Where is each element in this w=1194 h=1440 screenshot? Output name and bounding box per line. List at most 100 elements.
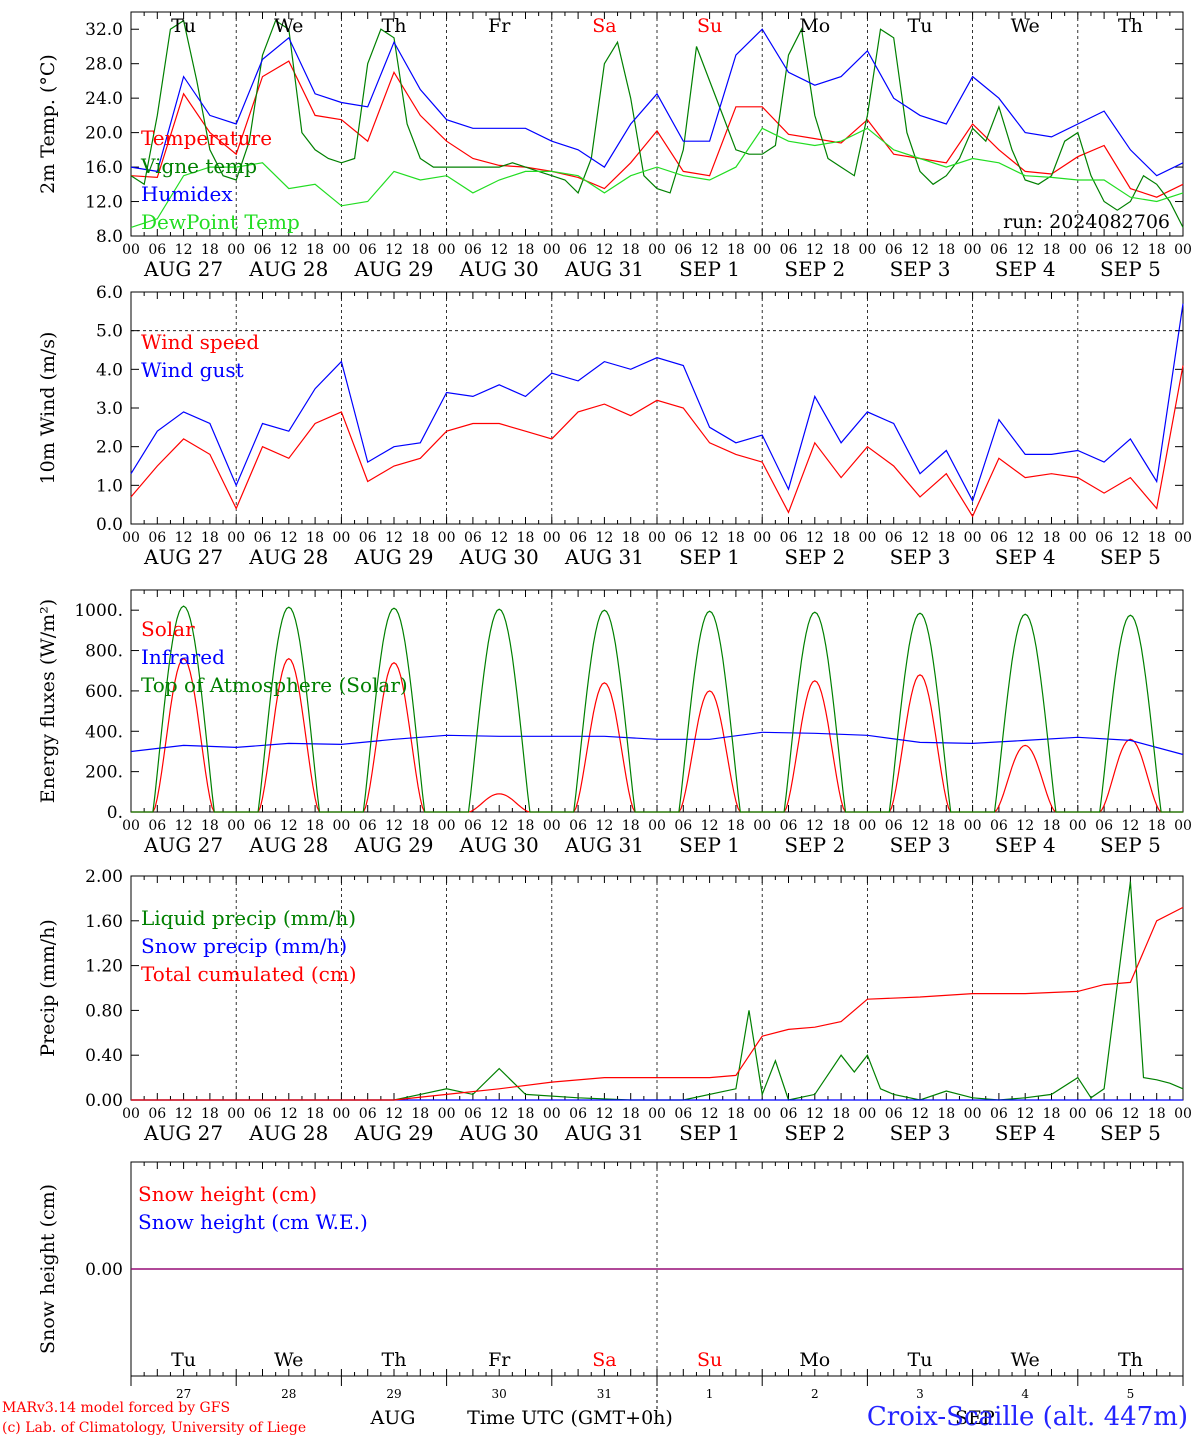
hour-label: 18 [411, 242, 429, 258]
y-tick-label: 5.0 [96, 322, 123, 342]
hour-label: 06 [359, 242, 377, 258]
y-tick-label: 16.0 [85, 158, 123, 178]
hour-label: 12 [280, 1106, 298, 1122]
month-label: AUG [370, 1407, 416, 1429]
hour-label: 18 [1043, 1106, 1061, 1122]
date-label: SEP 1 [679, 545, 740, 569]
legend-entry: Solar [141, 617, 195, 641]
hour-label: 18 [306, 242, 324, 258]
date-label: AUG 31 [564, 833, 644, 857]
panel-wind [130, 291, 1184, 525]
hour-label: 18 [1148, 530, 1166, 546]
hour-label: 06 [674, 242, 692, 258]
hour-label: 12 [595, 1106, 613, 1122]
date-label: AUG 28 [248, 257, 328, 281]
hour-label: 12 [385, 242, 403, 258]
day-number: 4 [1021, 1387, 1029, 1401]
y-axis-label: 2m Temp. (°C) [37, 54, 59, 194]
date-label: AUG 29 [353, 545, 433, 569]
day-number: 3 [916, 1387, 924, 1401]
hour-label: 00 [227, 242, 245, 258]
hour-label: 06 [569, 242, 587, 258]
hour-label: 18 [727, 818, 745, 834]
hour-label: 12 [1121, 1106, 1139, 1122]
plot-frame [130, 11, 1184, 237]
date-label: AUG 30 [459, 833, 539, 857]
weekday-label: We [274, 1349, 303, 1371]
legend-entry: Snow height (cm) [138, 1182, 317, 1206]
day-number: 1 [706, 1387, 714, 1401]
series-line-total-cumulated-cm- [131, 906, 1184, 1101]
panel-snow [130, 1161, 1184, 1412]
date-label: AUG 29 [353, 833, 433, 857]
y-tick-label: 1.60 [85, 912, 123, 932]
hour-label: 06 [254, 530, 272, 546]
hour-label: 12 [806, 1106, 824, 1122]
hour-label: 18 [411, 1106, 429, 1122]
hour-label: 06 [885, 530, 903, 546]
series-line-wind-gust [130, 303, 1184, 503]
hour-label: 18 [411, 530, 429, 546]
hour-label: 12 [490, 1106, 508, 1122]
weekday-label: Th [1118, 15, 1143, 37]
hour-label: 12 [1016, 530, 1034, 546]
legend-entry: Vigne temp [140, 154, 257, 178]
date-label: SEP 2 [784, 545, 845, 569]
hour-label: 00 [648, 818, 666, 834]
hour-label: 06 [990, 530, 1008, 546]
hour-label: 06 [148, 1106, 166, 1122]
hour-label: 00 [1069, 242, 1087, 258]
hour-label: 06 [674, 1106, 692, 1122]
hour-label: 18 [727, 1106, 745, 1122]
hour-label: 12 [1016, 242, 1034, 258]
hour-label: 00 [227, 530, 245, 546]
y-tick-label: 24.0 [85, 89, 123, 109]
y-tick-label: 2.00 [85, 867, 123, 887]
hour-label: 06 [1095, 818, 1113, 834]
weekday-label: Mo [799, 1349, 830, 1371]
day-number: 2 [811, 1387, 819, 1401]
hour-label: 18 [937, 242, 955, 258]
hour-label: 18 [517, 1106, 535, 1122]
hour-label: 00 [648, 530, 666, 546]
series-line-wind-speed [130, 365, 1184, 518]
hour-label: 06 [359, 818, 377, 834]
hour-label: 06 [674, 530, 692, 546]
day-number: 27 [176, 1387, 191, 1401]
hour-label: 18 [727, 242, 745, 258]
hour-label: 12 [1121, 242, 1139, 258]
hour-label: 18 [937, 530, 955, 546]
hour-label: 06 [569, 818, 587, 834]
hour-label: 00 [858, 1106, 876, 1122]
panel-energy [130, 589, 1184, 813]
hour-label: 06 [148, 242, 166, 258]
date-label: SEP 1 [679, 1121, 740, 1145]
legend-entry: Wind gust [141, 358, 244, 382]
run-annotation: run: 2024082706 [1003, 211, 1170, 233]
weekday-label: Th [1118, 1349, 1143, 1371]
hour-label: 18 [517, 242, 535, 258]
y-tick-label: 4.0 [96, 360, 123, 380]
weekday-label: Th [382, 1349, 407, 1371]
hour-label: 18 [201, 818, 219, 834]
hour-label: 06 [885, 242, 903, 258]
y-tick-label: 0.00 [85, 1260, 123, 1280]
hour-label: 06 [1095, 242, 1113, 258]
hour-label: 00 [1069, 530, 1087, 546]
hour-label: 18 [306, 818, 324, 834]
hour-label: 06 [780, 1106, 798, 1122]
hour-label: 00 [332, 530, 350, 546]
hour-label: 18 [832, 818, 850, 834]
hour-label: 06 [148, 530, 166, 546]
legend-entry: Total cumulated (cm) [141, 962, 357, 986]
date-label: AUG 31 [564, 545, 644, 569]
hour-label: 18 [832, 530, 850, 546]
hour-label: 12 [911, 530, 929, 546]
hour-label: 00 [543, 818, 561, 834]
y-tick-label: 400. [85, 722, 123, 742]
hour-label: 00 [1069, 1106, 1087, 1122]
hour-label: 00 [438, 242, 456, 258]
legend-entry: Humidex [141, 182, 233, 206]
weekday-label: Tu [171, 1349, 196, 1371]
